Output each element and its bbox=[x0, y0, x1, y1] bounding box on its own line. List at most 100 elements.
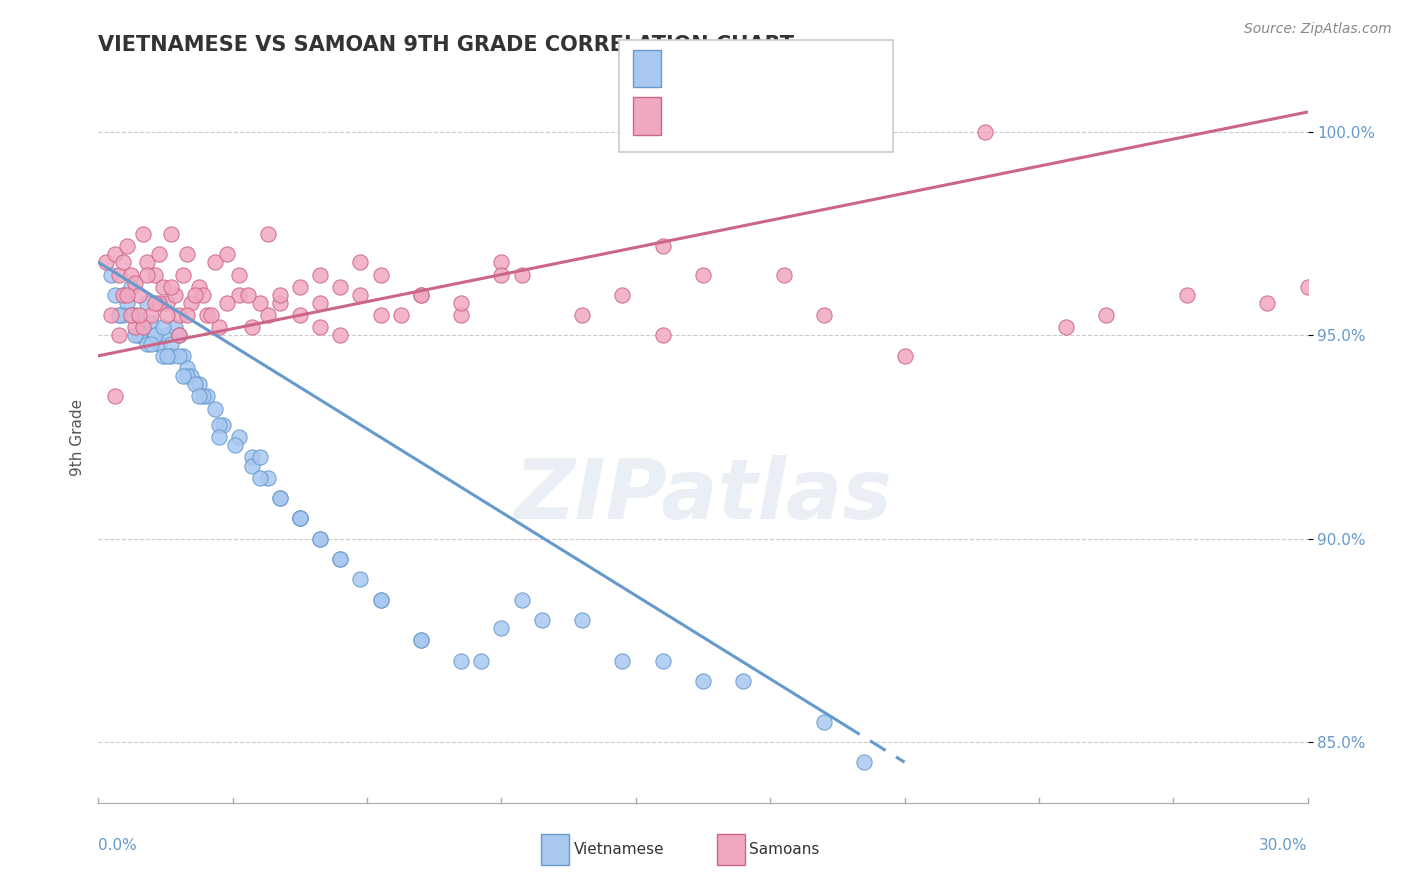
Point bbox=[349, 572, 371, 586]
Point bbox=[148, 247, 170, 261]
Point bbox=[128, 328, 150, 343]
Point bbox=[188, 377, 211, 392]
Point bbox=[329, 279, 352, 293]
Point bbox=[128, 308, 150, 322]
Text: 0.0%: 0.0% bbox=[98, 838, 138, 853]
Point bbox=[571, 308, 593, 322]
Point bbox=[176, 369, 198, 384]
Point bbox=[733, 673, 755, 688]
Point bbox=[120, 268, 142, 282]
Point bbox=[651, 239, 673, 253]
Point bbox=[309, 532, 332, 546]
Point bbox=[188, 279, 211, 293]
Point bbox=[256, 227, 278, 241]
Point bbox=[156, 308, 179, 322]
Point bbox=[204, 255, 226, 269]
Point bbox=[269, 491, 291, 505]
Point bbox=[172, 349, 194, 363]
Point bbox=[288, 308, 311, 322]
Y-axis label: 9th Grade: 9th Grade bbox=[69, 399, 84, 475]
Point bbox=[115, 296, 138, 310]
Text: N =: N = bbox=[772, 60, 811, 78]
Point bbox=[148, 336, 170, 351]
Point bbox=[120, 308, 142, 322]
Point bbox=[571, 613, 593, 627]
Point bbox=[107, 308, 129, 322]
Point bbox=[228, 430, 250, 444]
Point bbox=[111, 288, 134, 302]
Point bbox=[156, 296, 179, 310]
Point bbox=[124, 320, 146, 334]
Point bbox=[180, 369, 202, 384]
Point bbox=[249, 450, 271, 465]
Point bbox=[329, 328, 352, 343]
Point bbox=[152, 349, 174, 363]
Text: -0.377: -0.377 bbox=[703, 60, 768, 78]
Point bbox=[409, 633, 432, 648]
Point bbox=[143, 268, 166, 282]
Point bbox=[510, 592, 533, 607]
Point bbox=[651, 328, 673, 343]
Text: R =: R = bbox=[669, 60, 709, 78]
Point bbox=[160, 336, 183, 351]
Point bbox=[1054, 320, 1077, 334]
Point bbox=[228, 268, 250, 282]
Point bbox=[103, 247, 125, 261]
Point bbox=[249, 471, 271, 485]
Point bbox=[139, 316, 162, 330]
Text: VIETNAMESE VS SAMOAN 9TH GRADE CORRELATION CHART: VIETNAMESE VS SAMOAN 9TH GRADE CORRELATI… bbox=[98, 35, 794, 54]
Point bbox=[228, 288, 250, 302]
Point bbox=[180, 296, 202, 310]
Point bbox=[692, 268, 714, 282]
Text: 77: 77 bbox=[806, 60, 831, 78]
Point bbox=[143, 328, 166, 343]
Point bbox=[208, 320, 231, 334]
Point bbox=[612, 654, 634, 668]
Point bbox=[120, 279, 142, 293]
Point bbox=[143, 296, 166, 310]
Point bbox=[329, 552, 352, 566]
Point bbox=[1095, 308, 1118, 322]
Point bbox=[195, 389, 218, 403]
Point bbox=[115, 239, 138, 253]
Point bbox=[115, 288, 138, 302]
Point bbox=[152, 320, 174, 334]
Text: Samoans: Samoans bbox=[749, 842, 820, 857]
Point bbox=[135, 255, 157, 269]
Point bbox=[370, 592, 392, 607]
Point bbox=[103, 389, 125, 403]
Point bbox=[470, 654, 492, 668]
Point bbox=[240, 320, 263, 334]
Point bbox=[132, 227, 155, 241]
Point bbox=[450, 654, 472, 668]
Point bbox=[195, 308, 218, 322]
Point bbox=[143, 328, 166, 343]
Point bbox=[974, 125, 997, 139]
Point bbox=[370, 308, 392, 322]
Text: ZIPatlas: ZIPatlas bbox=[515, 455, 891, 536]
Point bbox=[491, 255, 513, 269]
Point bbox=[167, 328, 190, 343]
Point bbox=[156, 349, 179, 363]
Text: 87: 87 bbox=[806, 107, 831, 125]
Point bbox=[204, 401, 226, 416]
Point bbox=[172, 369, 194, 384]
Point bbox=[409, 288, 432, 302]
Point bbox=[124, 328, 146, 343]
Point bbox=[651, 654, 673, 668]
Point bbox=[692, 673, 714, 688]
Point bbox=[193, 389, 215, 403]
Point bbox=[111, 308, 134, 322]
Point bbox=[135, 268, 157, 282]
Point bbox=[510, 268, 533, 282]
Point bbox=[135, 296, 157, 310]
Point bbox=[193, 288, 215, 302]
Point bbox=[100, 308, 122, 322]
Point bbox=[288, 511, 311, 525]
Point bbox=[128, 288, 150, 302]
Point bbox=[256, 308, 278, 322]
Point bbox=[128, 328, 150, 343]
Point bbox=[160, 349, 183, 363]
Point bbox=[269, 491, 291, 505]
Point bbox=[893, 349, 915, 363]
